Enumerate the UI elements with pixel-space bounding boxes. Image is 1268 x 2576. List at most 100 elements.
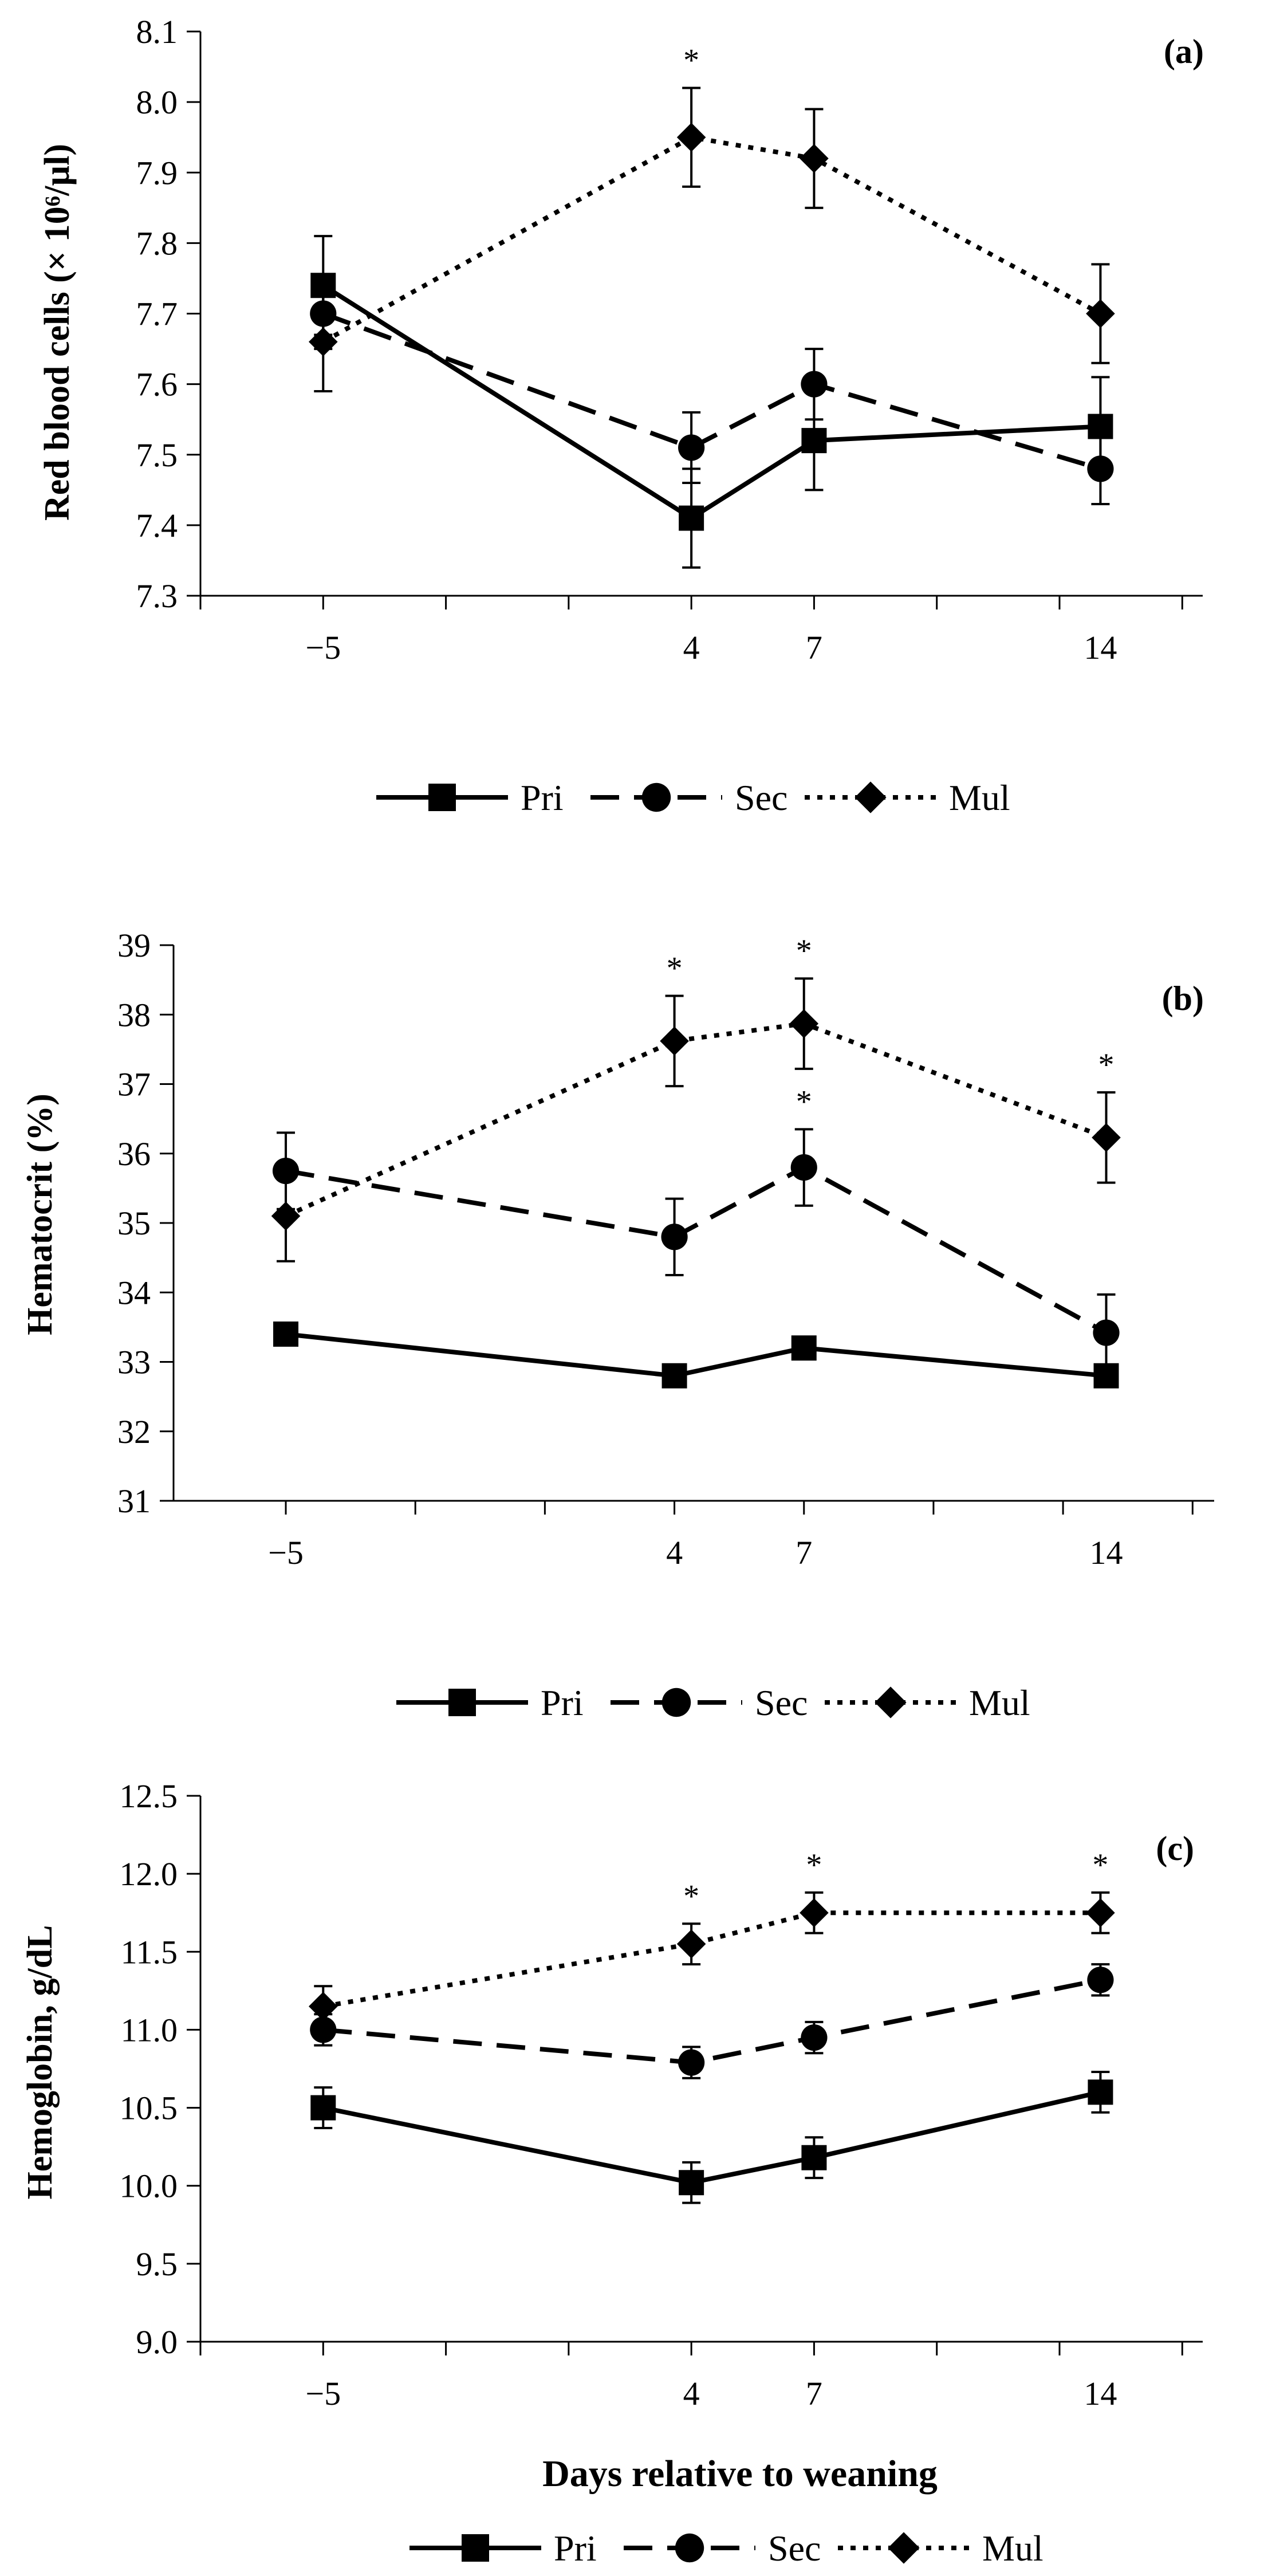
significance-star: * bbox=[667, 951, 683, 986]
data-point-sec bbox=[801, 371, 828, 398]
data-point-pri bbox=[661, 1363, 687, 1389]
panel-a-ylabel: Red blood cells (× 10⁶/µl) bbox=[38, 144, 77, 521]
data-point-sec bbox=[790, 1154, 817, 1181]
panel-a-plot: 7.3 7.4 7.5 7.6 7.7 7.8 7.9 8.0 8.1 −5 4 7 14 * bbox=[136, 13, 1203, 666]
y-tick-label: 38 bbox=[117, 996, 151, 1033]
y-tick-label: 12.5 bbox=[120, 1777, 178, 1815]
y-tick-label: 7.3 bbox=[136, 577, 178, 615]
x-tick-label: −5 bbox=[305, 629, 341, 666]
circle-icon bbox=[661, 1688, 691, 1717]
significance-star: * bbox=[683, 1878, 699, 1914]
series-line-sec bbox=[285, 1165, 1108, 1335]
y-tick-label: 33 bbox=[117, 1344, 151, 1381]
data-point-pri bbox=[310, 2095, 336, 2121]
y-tick-label: 39 bbox=[117, 927, 151, 964]
x-tick-label: 4 bbox=[683, 629, 700, 666]
data-point-mul bbox=[800, 1898, 829, 1928]
series-line-pri bbox=[322, 283, 1101, 521]
y-tick-label: 8.1 bbox=[136, 13, 178, 50]
y-tick-label: 9.0 bbox=[136, 2323, 178, 2361]
y-tick-label: 35 bbox=[117, 1205, 151, 1242]
legend-b: Pri Sec Mul bbox=[396, 1682, 1030, 1723]
panel-c: Hemoglobin, g/dL (c) 9.0 9.5 10.0 10.5 11.0 1… bbox=[21, 1777, 1203, 2495]
data-point-sec bbox=[1087, 455, 1114, 482]
y-tick-label: 37 bbox=[117, 1066, 151, 1103]
series-line-sec bbox=[322, 1977, 1101, 2065]
data-point-sec bbox=[661, 1224, 688, 1250]
y-tick-label: 12.0 bbox=[120, 1855, 178, 1893]
data-point-mul bbox=[1086, 1898, 1115, 1928]
panel-a-label: (a) bbox=[1164, 33, 1204, 70]
data-point-sec bbox=[678, 2049, 705, 2076]
panel-c-xlabel: Days relative to weaning bbox=[542, 2453, 938, 2495]
series-line-sec bbox=[322, 311, 1101, 471]
data-point-sec bbox=[1093, 1319, 1120, 1346]
significance-star: * bbox=[796, 933, 812, 969]
x-tick-label: −5 bbox=[305, 2375, 341, 2412]
diamond-icon bbox=[875, 1686, 907, 1718]
panel-b: Hematocrit (%) (b) 31 32 33 34 35 36 37 38 39 −5 4… bbox=[21, 927, 1214, 1571]
x-tick-label: 7 bbox=[806, 2375, 822, 2412]
legend-label-pri: Pri bbox=[541, 1682, 584, 1723]
legend-c: Pri Sec Mul bbox=[409, 2528, 1043, 2569]
circle-icon bbox=[675, 2533, 704, 2563]
legend-label-mul: Mul bbox=[969, 1682, 1030, 1723]
y-tick-label: 7.5 bbox=[136, 436, 178, 474]
y-tick-label: 9.5 bbox=[136, 2245, 178, 2283]
data-point-mul bbox=[676, 1929, 706, 1958]
y-tick-label: 32 bbox=[117, 1413, 151, 1450]
data-point-mul bbox=[660, 1027, 689, 1056]
y-tick-label: 7.8 bbox=[136, 225, 178, 262]
diamond-icon bbox=[888, 2532, 920, 2564]
panel-c-plot: 9.0 9.5 10.0 10.5 11.0 11.5 12.0 12.5 −5 4 7 14 * * * bbox=[120, 1777, 1203, 2412]
panel-c-label: (c) bbox=[1156, 1830, 1194, 1867]
data-point-mul bbox=[308, 1992, 338, 2021]
circle-icon bbox=[641, 782, 671, 812]
data-point-sec bbox=[801, 2024, 828, 2051]
x-tick-label: −5 bbox=[268, 1534, 304, 1571]
data-point-pri bbox=[679, 505, 704, 531]
y-tick-label: 7.6 bbox=[136, 366, 178, 403]
data-point-pri bbox=[273, 1322, 299, 1347]
data-point-mul bbox=[271, 1201, 301, 1231]
y-tick-label: 10.0 bbox=[120, 2168, 178, 2205]
y-tick-label: 34 bbox=[117, 1274, 151, 1311]
data-point-sec bbox=[1087, 1967, 1114, 1993]
data-point-pri bbox=[801, 428, 827, 454]
panel-a: Red blood cells (× 10⁶/µl) (a) 7.3 7.4 7.5… bbox=[38, 13, 1204, 666]
legend-label-pri: Pri bbox=[554, 2528, 597, 2569]
significance-star: * bbox=[683, 43, 699, 78]
data-point-pri bbox=[1088, 2079, 1113, 2105]
x-tick-label: 4 bbox=[666, 1534, 683, 1571]
y-tick-label: 11.0 bbox=[121, 2011, 178, 2048]
legend-label-sec: Sec bbox=[768, 2528, 821, 2569]
x-tick-label: 14 bbox=[1090, 1534, 1123, 1571]
square-icon bbox=[428, 784, 456, 811]
series-line-pri bbox=[322, 2090, 1101, 2185]
panel-c-ylabel: Hemoglobin, g/dL bbox=[21, 1925, 60, 2200]
y-tick-label: 7.9 bbox=[136, 154, 178, 191]
diamond-icon bbox=[854, 781, 887, 813]
panel-b-plot: 31 32 33 34 35 36 37 38 39 −5 4 7 14 * * * * bbox=[117, 927, 1214, 1571]
data-point-sec bbox=[310, 2016, 337, 2043]
significance-star: * bbox=[796, 1084, 812, 1119]
panel-b-label: (b) bbox=[1162, 980, 1204, 1017]
legend-label-sec: Sec bbox=[735, 777, 787, 818]
data-point-pri bbox=[791, 1335, 817, 1361]
square-icon bbox=[462, 2534, 489, 2562]
legend-label-mul: Mul bbox=[949, 777, 1010, 818]
legend-label-pri: Pri bbox=[521, 777, 564, 818]
legend-a: Pri Sec Mul bbox=[376, 777, 1010, 818]
data-point-pri bbox=[801, 2145, 827, 2170]
data-point-sec bbox=[678, 434, 705, 461]
data-point-mul bbox=[800, 144, 829, 173]
data-point-mul bbox=[1086, 299, 1115, 328]
legend-label-mul: Mul bbox=[982, 2528, 1043, 2569]
x-tick-label: 7 bbox=[806, 629, 822, 666]
y-tick-label: 31 bbox=[117, 1482, 151, 1520]
y-tick-label: 7.7 bbox=[136, 296, 178, 333]
data-point-mul bbox=[789, 1009, 819, 1039]
series-line-mul bbox=[322, 1910, 1101, 2009]
x-tick-label: 4 bbox=[683, 2375, 700, 2412]
